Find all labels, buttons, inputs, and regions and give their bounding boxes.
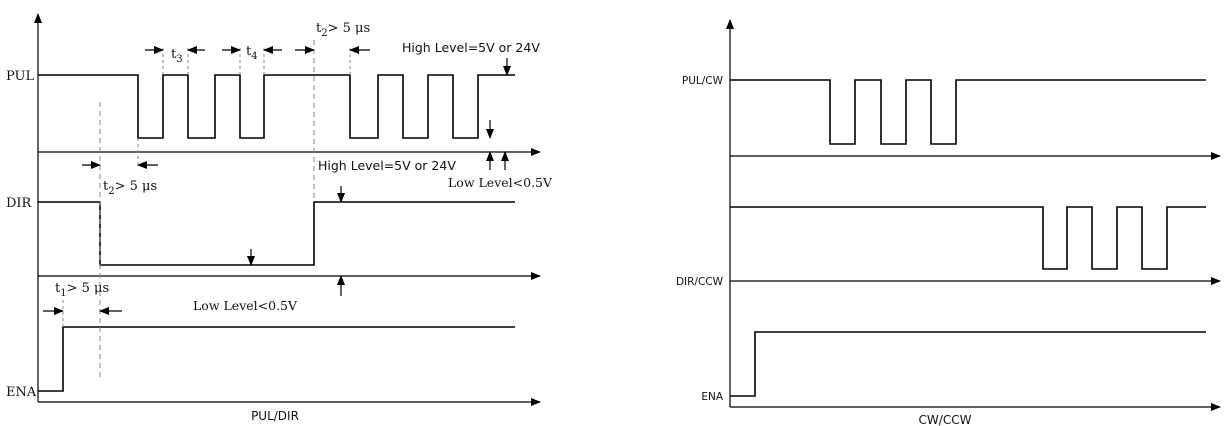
- t2-top-label: t2> 5 μs: [316, 21, 370, 39]
- ena-waveform: [38, 326, 515, 392]
- pul-waveform: [38, 74, 515, 139]
- pul-cw-label: PUL/CW: [682, 75, 724, 87]
- right-ena-waveform: [730, 331, 1206, 397]
- t4-label: t4: [246, 44, 258, 62]
- right-diagram: PUL/CW DIR/CCW ENA CW/CCW: [676, 19, 1221, 426]
- low-level-pul-label: Low Level<0.5V: [448, 175, 553, 190]
- ena-signal: [38, 326, 541, 406]
- dir-ccw-waveform: [730, 206, 1206, 270]
- t1-label: t1> 5 μs: [55, 281, 109, 299]
- t3-label: t3: [171, 47, 183, 65]
- t2-mid-label: t2> 5 μs: [103, 179, 157, 197]
- dir-signal: [38, 201, 541, 280]
- left-caption: PUL/DIR: [251, 409, 299, 423]
- dir-label: DIR: [6, 196, 33, 211]
- pul-cw-waveform: [730, 79, 1206, 145]
- high-level-dir-label: High Level=5V or 24V: [318, 158, 456, 173]
- pul-signal: [38, 74, 541, 156]
- dir-ccw-label: DIR/CCW: [676, 276, 724, 288]
- low-level-dir-label: Low Level<0.5V: [193, 298, 298, 313]
- right-ena-label: ENA: [701, 391, 723, 403]
- high-level-pul-label: High Level=5V or 24V: [402, 40, 540, 55]
- pul-label: PUL: [6, 69, 34, 84]
- right-caption: CW/CCW: [919, 413, 972, 426]
- ena-label: ENA: [6, 385, 37, 400]
- dashed-guides: [62, 40, 351, 380]
- left-diagram: PUL DIR ENA t3 t4 t2> 5 μs t2> 5 μs t1> …: [6, 13, 553, 423]
- dir-waveform: [38, 201, 515, 266]
- timing-markers: [43, 46, 511, 315]
